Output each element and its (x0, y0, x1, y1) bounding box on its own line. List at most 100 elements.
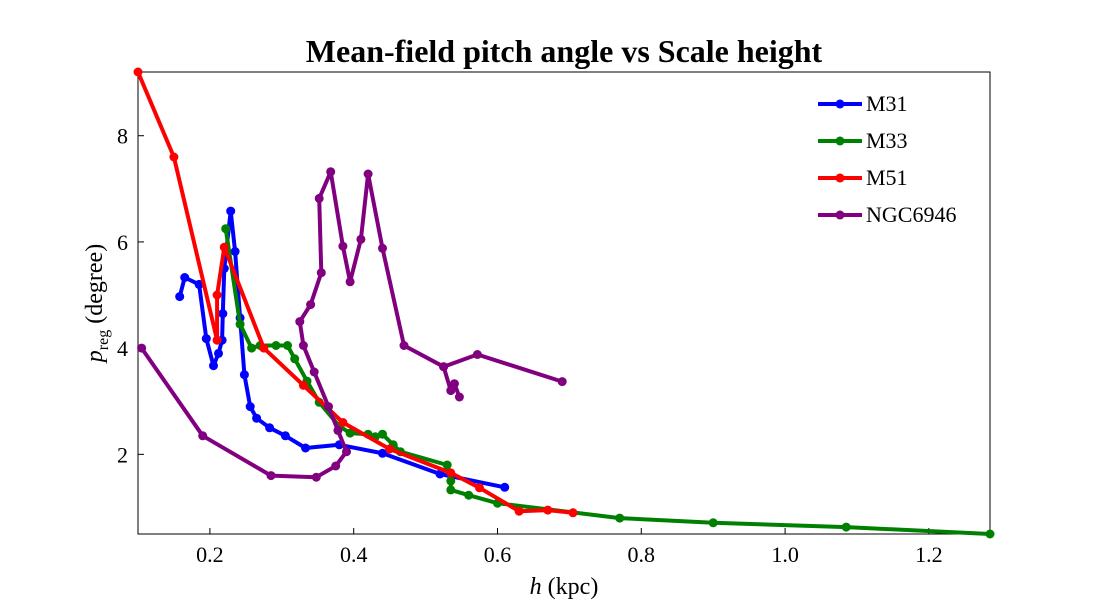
x-tick-label: 1.0 (771, 542, 799, 567)
plot-area (137, 71, 991, 535)
data-point (333, 425, 343, 435)
data-point (311, 472, 321, 482)
data-point (180, 273, 190, 282)
data-point (280, 431, 290, 441)
data-point (500, 482, 510, 492)
legend-entry: M31 (818, 91, 908, 116)
series-m33 (221, 224, 995, 539)
data-point (472, 350, 482, 359)
data-point (331, 461, 341, 471)
legend-swatch-marker (835, 99, 845, 109)
legend-label: M31 (866, 91, 908, 116)
x-tick-label: 0.2 (196, 542, 224, 567)
data-point (316, 268, 326, 278)
data-point (201, 334, 211, 344)
data-point (252, 413, 262, 423)
x-tick-label: 0.4 (340, 542, 368, 567)
data-point (212, 290, 222, 300)
x-axis-unit: (kpc) (542, 574, 599, 600)
y-axis-label: preg (degree) (82, 244, 112, 364)
y-axis-unit: (degree) (82, 244, 108, 330)
x-tick-label: 0.8 (628, 542, 656, 567)
data-point (378, 243, 387, 253)
legend: M31 M33 M51 NGC6946 (818, 91, 956, 227)
data-point (442, 460, 452, 470)
legend-swatch-marker (835, 173, 845, 183)
legend-entry: M51 (818, 165, 908, 190)
data-point (198, 431, 208, 441)
data-point (235, 319, 245, 329)
data-point (137, 343, 147, 353)
data-point (133, 67, 143, 77)
data-point (247, 343, 257, 353)
data-point (306, 300, 316, 310)
data-point (345, 428, 355, 438)
legend-entry: NGC6946 (818, 202, 956, 227)
data-point (543, 505, 553, 515)
data-point (239, 370, 249, 380)
data-point (446, 485, 456, 495)
data-point (298, 380, 308, 390)
y-tick-label: 4 (117, 336, 128, 361)
data-point (221, 224, 231, 234)
data-point (169, 152, 179, 162)
series-line (136, 71, 574, 515)
data-point (514, 506, 524, 516)
data-point (435, 469, 445, 479)
data-point (345, 277, 355, 287)
data-point (175, 292, 185, 302)
data-point (245, 402, 255, 412)
data-point (290, 354, 300, 364)
data-point (356, 234, 366, 244)
data-point (214, 348, 223, 358)
data-point (338, 241, 348, 251)
data-point (464, 490, 474, 500)
data-point (439, 362, 449, 372)
data-point (265, 423, 275, 433)
data-point (399, 341, 409, 350)
data-point (363, 169, 373, 179)
data-point (230, 247, 240, 256)
data-point (446, 476, 456, 486)
legend-swatch-marker (835, 136, 845, 146)
data-point (446, 468, 456, 478)
data-point (568, 508, 578, 518)
data-point (557, 377, 567, 387)
legend-label: NGC6946 (866, 202, 956, 227)
data-point (212, 335, 222, 345)
data-point (708, 518, 718, 528)
y-tick-label: 2 (117, 442, 128, 467)
data-point (301, 443, 310, 453)
data-point (314, 193, 324, 203)
y-tick-label: 6 (117, 230, 128, 255)
data-point (298, 341, 308, 350)
data-point (342, 447, 351, 457)
series-ngc6946 (137, 167, 567, 482)
data-point (378, 448, 387, 458)
legend-entry: M33 (818, 128, 908, 153)
data-point (378, 429, 387, 439)
data-point (271, 341, 281, 350)
y-axis-subscript: reg (95, 330, 112, 350)
data-point (218, 309, 228, 319)
legend-label: M33 (866, 128, 908, 153)
data-point (615, 513, 625, 523)
data-point (226, 206, 236, 216)
x-axis-var: h (530, 574, 542, 600)
data-point (985, 529, 995, 539)
data-point (338, 418, 348, 427)
data-point (194, 279, 204, 289)
x-tick-label: 1.2 (915, 542, 943, 567)
data-point (449, 379, 459, 389)
legend-label: M51 (866, 165, 908, 190)
series-layer (133, 67, 995, 539)
axis-ticks: 0.2 0.4 0.6 0.8 1.0 1.2 2 4 6 8 (117, 124, 943, 567)
data-point (283, 341, 292, 350)
x-axis-label: h (kpc) (530, 574, 599, 600)
data-point (841, 522, 851, 532)
data-point (446, 386, 456, 396)
series-line (223, 228, 991, 536)
y-axis-var: p (82, 350, 108, 364)
data-point (385, 444, 395, 454)
